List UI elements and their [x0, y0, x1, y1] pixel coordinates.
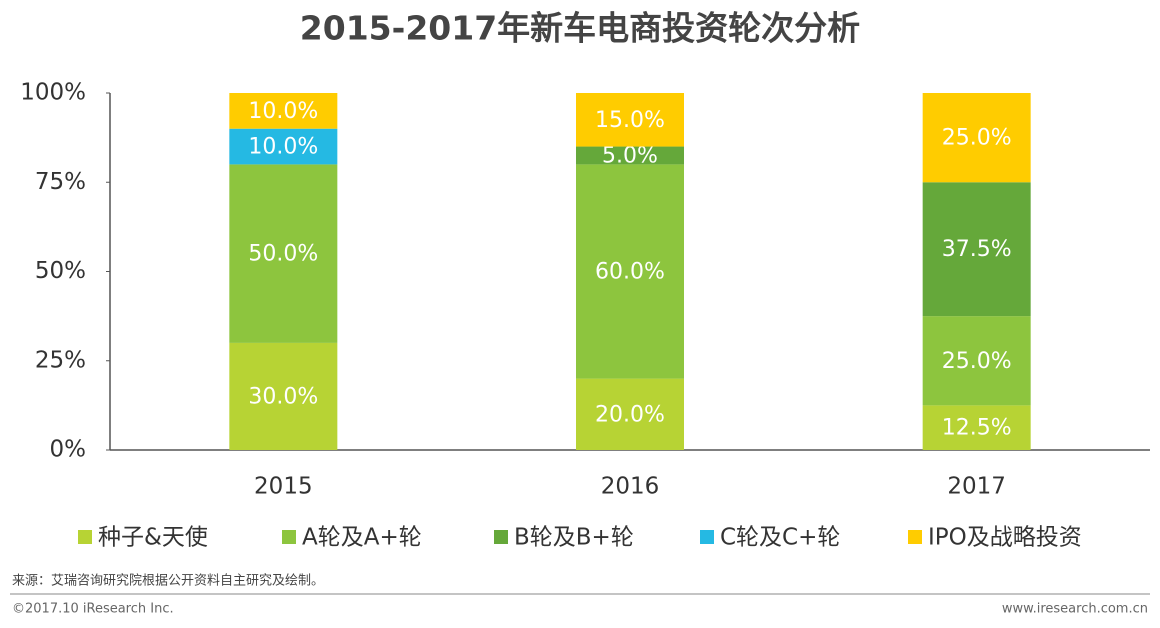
bar-segment [576, 378, 684, 450]
bar-segment [576, 146, 684, 165]
copyright: ©2017.10 iResearch Inc. [12, 602, 174, 617]
bar-segment [922, 182, 1031, 317]
legend-swatch [700, 530, 714, 544]
x-tick-label: 2016 [601, 474, 660, 500]
bar-segment [229, 342, 338, 450]
legend-label: A轮及A+轮 [302, 525, 422, 551]
bar-segment [229, 128, 338, 165]
bar-segment [229, 164, 338, 343]
legend-label: B轮及B+轮 [514, 525, 634, 551]
y-tick-label: 75% [35, 169, 86, 195]
y-tick-label: 100% [20, 80, 86, 106]
legend-swatch [78, 530, 92, 544]
bar-segment [229, 93, 338, 129]
legend-label: 种子&天使 [98, 525, 208, 551]
data-label: 37.5% [942, 237, 1012, 262]
data-label: 60.0% [595, 260, 665, 285]
data-label: 20.0% [595, 402, 665, 427]
data-label: 10.0% [248, 99, 318, 124]
legend-swatch [282, 530, 296, 544]
data-label: 10.0% [248, 135, 318, 160]
data-label: 15.0% [595, 108, 665, 133]
bar-segment [576, 93, 684, 147]
data-label: 25.0% [942, 349, 1012, 374]
bar-segment [576, 164, 684, 379]
y-tick-label: 0% [50, 437, 87, 463]
legend-swatch [908, 530, 922, 544]
legend-swatch [494, 530, 508, 544]
website: www.iresearch.com.cn [1002, 602, 1148, 617]
x-tick-label: 2017 [947, 474, 1006, 500]
data-label: 25.0% [942, 126, 1012, 151]
x-tick-label: 2015 [254, 474, 313, 500]
data-label: 5.0% [602, 143, 658, 168]
legend-label: IPO及战略投资 [928, 525, 1082, 551]
bar-segment [922, 316, 1031, 406]
legend-label: C轮及C+轮 [720, 525, 840, 551]
data-label: 12.5% [942, 416, 1012, 441]
bar-segment [922, 93, 1031, 183]
data-label: 30.0% [248, 384, 318, 409]
chart-title: 2015-2017年新车电商投资轮次分析 [300, 9, 860, 48]
y-tick-label: 25% [35, 347, 86, 373]
source-note: 来源：艾瑞咨询研究院根据公开资料自主研究及绘制。 [12, 574, 324, 589]
y-tick-label: 50% [35, 258, 86, 284]
bar-segment [922, 405, 1031, 450]
data-label: 50.0% [248, 242, 318, 267]
